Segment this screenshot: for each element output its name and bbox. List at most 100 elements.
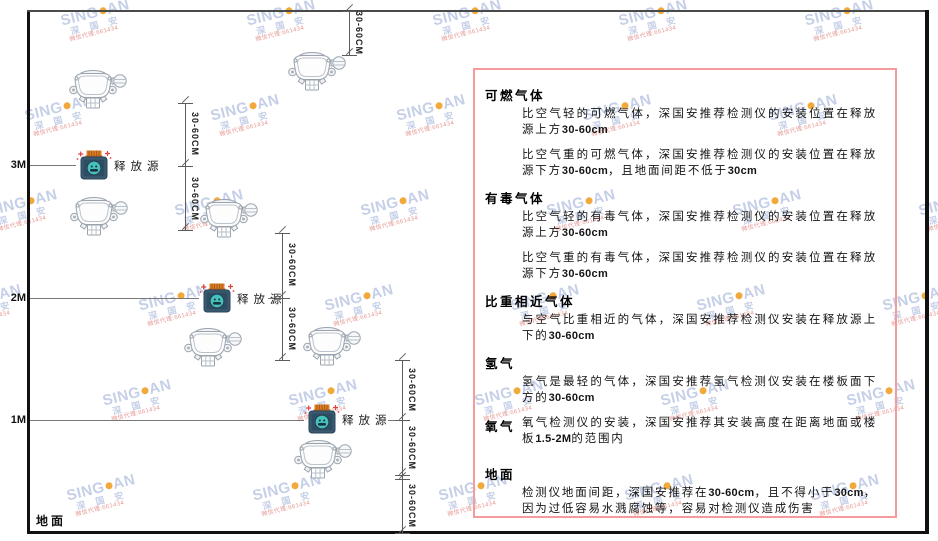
ground-label: 地面 bbox=[36, 514, 67, 528]
release-source-icon bbox=[75, 149, 112, 181]
watermark-cn-name: 深 国 安 bbox=[0, 204, 51, 227]
dimension-tick bbox=[178, 230, 193, 231]
gas-detector-icon bbox=[183, 325, 243, 369]
dimension-tick bbox=[275, 233, 290, 234]
section-heading: 氢气 bbox=[485, 357, 516, 371]
watermark-cn-name: 深 国 安 bbox=[441, 14, 495, 37]
brand-dot-icon bbox=[140, 386, 150, 396]
body-text: 氢气是最轻的气体，深国安推荐氢气检测仪安装在楼板面下方的 bbox=[522, 376, 877, 404]
gas-detector-icon bbox=[287, 49, 347, 93]
height-label-3m: 3M bbox=[10, 159, 26, 171]
release-source-label: 释放源 bbox=[237, 294, 287, 306]
dimension-label: 30-60CM bbox=[190, 176, 200, 222]
brand-dot-icon bbox=[104, 481, 114, 491]
section-heading: 可燃气体 bbox=[485, 89, 546, 103]
watermark-cn-name: 深 国 安 bbox=[813, 14, 867, 37]
value-text: 30-60cm bbox=[548, 392, 595, 404]
wall-left-line bbox=[27, 10, 30, 534]
value-text: 30cm bbox=[727, 165, 758, 177]
gas-detector-icon bbox=[199, 196, 259, 240]
wall-right-line bbox=[925, 10, 929, 534]
watermark-cn-name: 深 国 安 bbox=[369, 204, 423, 227]
body-text: ，且地面间距不低于 bbox=[608, 165, 728, 177]
dimension-line-ceiling: 30-60CM bbox=[342, 11, 364, 56]
dimension-line-2m: 30-60CM 30-60CM bbox=[275, 233, 297, 361]
value-text: 30-60cm bbox=[561, 227, 609, 239]
dimension-tick bbox=[342, 55, 357, 56]
section-heading: 比重相近气体 bbox=[485, 295, 576, 309]
watermark-cn-name: 深 国 安 bbox=[219, 109, 273, 132]
brand-dot-icon bbox=[434, 101, 444, 111]
value-text: 30-60cm bbox=[548, 330, 595, 342]
brand-dot-icon bbox=[248, 101, 258, 111]
section-paragraph: 氧气检测仪的安装，深国安推荐其安装高度在距离地面或楼板1.5-2M的范围内 bbox=[522, 415, 877, 447]
watermark-cn-name: 深 国 安 bbox=[111, 394, 165, 417]
release-source-icon bbox=[199, 282, 235, 314]
watermark-contact: 微信代理:661434 bbox=[32, 120, 84, 139]
height-line-3m bbox=[30, 165, 76, 166]
gas-detector-icon bbox=[293, 437, 353, 481]
release-source-label: 释放源 bbox=[342, 415, 392, 427]
brand-dot-icon bbox=[362, 291, 372, 301]
dimension-tick bbox=[395, 533, 410, 534]
height-line-2m bbox=[30, 298, 199, 299]
section-paragraph: 氢气是最轻的气体，深国安推荐氢气检测仪安装在楼板面下方的30-60cm bbox=[522, 374, 877, 406]
value-text: 30-60cm bbox=[708, 487, 755, 499]
dimension-label: 30-60CM bbox=[407, 425, 417, 471]
watermark-contact: 微信代理:661434 bbox=[812, 25, 864, 44]
section-paragraph: 检测仪地面间距，深国安推荐在30-60cm，且不得小于30cm，因为过低容易水溅… bbox=[522, 485, 877, 517]
dimension-label: 30-60CM bbox=[407, 367, 417, 413]
brand-dot-icon bbox=[290, 481, 300, 491]
body-text: 的范围内 bbox=[571, 433, 625, 445]
dimension-tick bbox=[275, 360, 290, 361]
section-paragraph: 比空气重的有毒气体，深国安推荐检测仪的安装位置在释放源下方30-60cm bbox=[522, 250, 877, 282]
watermark-contact: 微信代理:661434 bbox=[74, 500, 126, 519]
value-text: 30-60cm bbox=[561, 268, 609, 280]
watermark-contact: 微信代理:661434 bbox=[626, 25, 678, 44]
section-paragraph: 比空气轻的有毒气体，深国安推荐检测仪的安装位置在释放源上方30-60cm bbox=[522, 209, 877, 241]
guideline-section: 氧气 氧气检测仪的安装，深国安推荐其安装高度在距离地面或楼板1.5-2M的范围内 bbox=[485, 415, 877, 447]
watermark-contact: 微信代理:661434 bbox=[110, 405, 162, 424]
watermark-cn-name: 深 国 安 bbox=[261, 489, 315, 512]
watermark-cn-name: 深 国 安 bbox=[75, 489, 129, 512]
ceiling-line bbox=[27, 10, 928, 12]
watermark-contact: 微信代理:661434 bbox=[368, 215, 420, 234]
body-text: 比空气重的有毒气体，深国安推荐检测仪的安装位置在释放源下方 bbox=[522, 252, 877, 280]
watermark-cn-name: 深 国 安 bbox=[255, 14, 309, 37]
body-text: 氧气检测仪的安装，深国安推荐其安装高度在距离地面或楼板 bbox=[522, 417, 877, 445]
dimension-line-3m: 30-60CM 30-60CM bbox=[178, 103, 200, 231]
body-text: ，且不得小于 bbox=[754, 487, 835, 499]
watermark-contact: 微信代理:661434 bbox=[0, 310, 12, 329]
value-text: 30-60cm bbox=[561, 124, 609, 136]
section-paragraph: 与空气比重相近的气体，深国安推荐检测仪安装在释放源上下的30-60cm bbox=[522, 312, 877, 344]
section-heading: 地面 bbox=[485, 468, 516, 482]
dimension-tick bbox=[395, 360, 410, 361]
watermark-contact: 微信代理:661434 bbox=[260, 500, 312, 519]
brand-dot-icon bbox=[326, 386, 336, 396]
height-label-1m: 1M bbox=[10, 414, 26, 426]
gas-detector-icon bbox=[302, 324, 362, 368]
watermark-contact: 微信代理:661434 bbox=[0, 215, 48, 234]
value-text: 1.5-2M bbox=[535, 433, 572, 445]
section-heading: 氧气 bbox=[485, 420, 516, 434]
watermark-contact: 微信代理:661434 bbox=[254, 25, 306, 44]
body-text: ，因为过低容易水溅腐蚀等，容易对检测仪造成伤害 bbox=[522, 487, 877, 515]
guideline-section: 氢气 氢气是最轻的气体，深国安推荐氢气检测仪安装在楼板面下方的30-60cm bbox=[485, 353, 877, 406]
